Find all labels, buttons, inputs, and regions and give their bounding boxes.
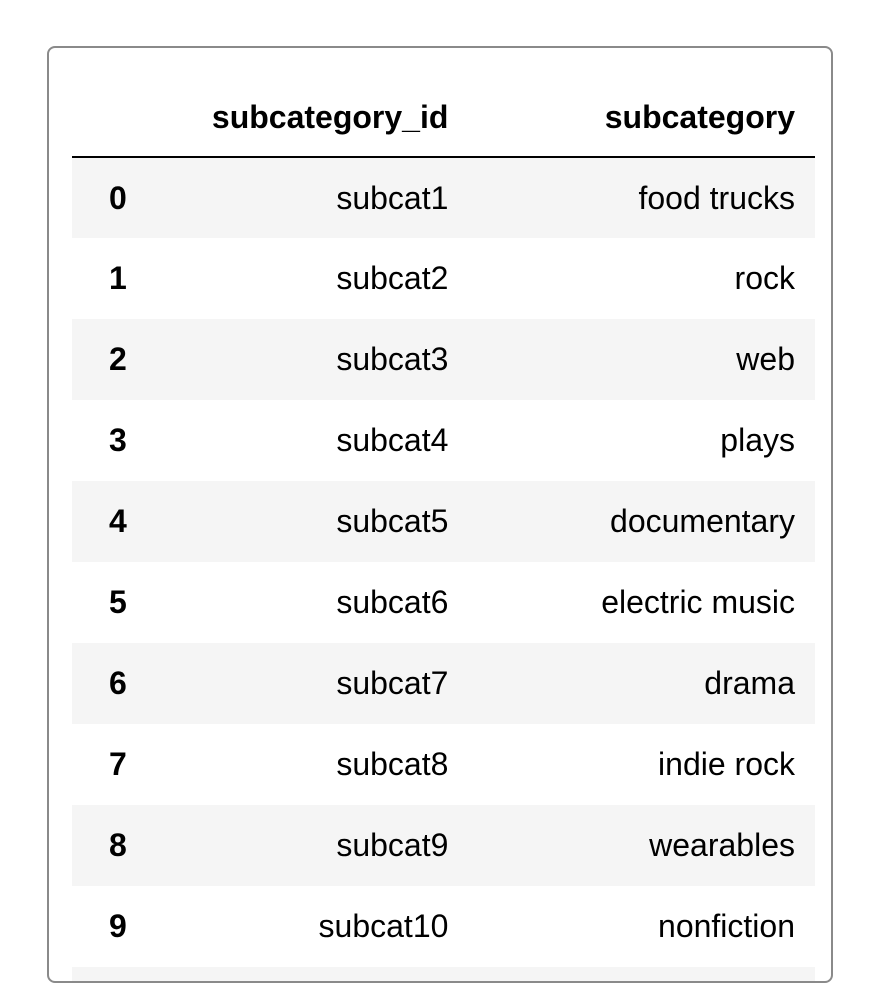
header-row: subcategory_id subcategory (72, 78, 815, 158)
cell-subcategory: food trucks (638, 179, 795, 216)
dataframe-table: subcategory_id subcategory 0 subcat1 foo… (72, 78, 815, 981)
row-index: 6 (109, 665, 127, 701)
row-index: 1 (109, 260, 127, 296)
table-row: 6 subcat7 drama (72, 643, 815, 724)
table-row-partial (72, 967, 815, 981)
dataframe-output: subcategory_id subcategory 0 subcat1 foo… (47, 46, 833, 983)
column-header-subcategory-id: subcategory_id (185, 78, 469, 158)
row-index: 0 (109, 179, 127, 216)
cell-subcategory: nonfiction (658, 908, 795, 944)
cell-subcategory-id: subcat8 (336, 746, 449, 782)
table-row: 3 subcat4 plays (72, 400, 815, 481)
row-index: 2 (109, 341, 127, 377)
table-row: 1 subcat2 rock (72, 238, 815, 319)
table-body: 0 subcat1 food trucks 1 subcat2 rock 2 s… (72, 157, 815, 981)
row-index: 5 (109, 584, 127, 620)
cell-subcategory-id: subcat7 (336, 665, 449, 701)
cell-subcategory: rock (734, 260, 795, 296)
cell-subcategory-id: subcat4 (336, 422, 449, 458)
table-row: 8 subcat9 wearables (72, 805, 815, 886)
row-index: 8 (109, 827, 127, 863)
cell-subcategory-id: subcat9 (336, 827, 449, 863)
column-header-subcategory: subcategory (468, 78, 815, 158)
row-index: 3 (109, 422, 127, 458)
table-row: 0 subcat1 food trucks (72, 157, 815, 238)
table-row: 4 subcat5 documentary (72, 481, 815, 562)
table-row: 9 subcat10 nonfiction (72, 886, 815, 967)
index-header (72, 78, 186, 158)
table-row: 2 subcat3 web (72, 319, 815, 400)
cell-subcategory: drama (704, 665, 795, 701)
table-row: 5 subcat6 electric music (72, 562, 815, 643)
table-header: subcategory_id subcategory (72, 78, 815, 158)
cell-subcategory-id: subcat1 (336, 179, 449, 216)
row-index: 4 (109, 503, 127, 539)
cell-subcategory-id: subcat2 (336, 260, 449, 296)
cell-subcategory: plays (720, 422, 795, 458)
cell-subcategory: documentary (610, 503, 795, 539)
table-row: 7 subcat8 indie rock (72, 724, 815, 805)
cell-subcategory-id: subcat10 (318, 908, 449, 944)
cell-subcategory-id: subcat5 (336, 503, 449, 539)
cell-subcategory: indie rock (658, 746, 795, 782)
row-index: 9 (109, 908, 127, 944)
cell-subcategory: electric music (601, 584, 795, 620)
row-index: 7 (109, 746, 127, 782)
cell-subcategory-id: subcat3 (336, 341, 449, 377)
cell-subcategory: wearables (649, 827, 795, 863)
cell-subcategory: web (736, 341, 795, 377)
cell-subcategory-id: subcat6 (336, 584, 449, 620)
